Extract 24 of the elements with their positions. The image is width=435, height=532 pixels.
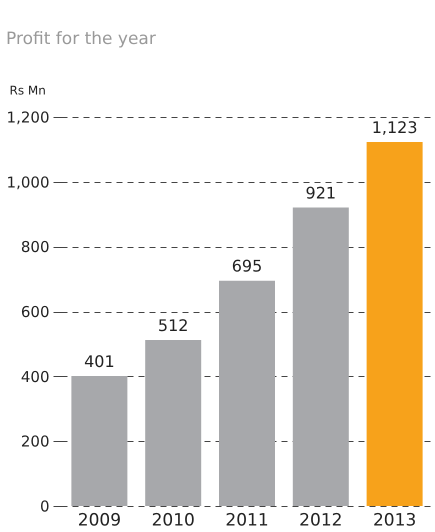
bar (219, 280, 275, 506)
y-tick-label: 800 (20, 238, 50, 256)
x-tick-label: 2009 (78, 510, 122, 530)
y-tick-label: 200 (20, 432, 50, 451)
bar (366, 142, 423, 506)
bar (145, 340, 202, 506)
data-label: 921 (306, 183, 336, 202)
x-tick-label: 2013 (372, 510, 416, 530)
y-tick-label: 1,200 (6, 108, 50, 126)
y-tick-label: 1,000 (6, 173, 50, 192)
data-label: 1,123 (372, 118, 418, 137)
data-label: 401 (84, 352, 115, 372)
bar (71, 376, 128, 506)
y-axis-title: Rs Mn (10, 84, 46, 98)
x-tick-label: 2011 (225, 510, 269, 530)
x-tick-label: 2010 (152, 510, 195, 530)
data-label: 695 (232, 256, 262, 276)
y-tick-label: 400 (20, 368, 50, 386)
data-label: 512 (158, 316, 188, 336)
y-tick-label: 600 (20, 303, 50, 321)
x-tick-label: 2012 (299, 510, 342, 530)
y-tick-label: 0 (40, 498, 50, 516)
bar (292, 207, 349, 506)
chart-title: Profit for the year (6, 29, 156, 49)
